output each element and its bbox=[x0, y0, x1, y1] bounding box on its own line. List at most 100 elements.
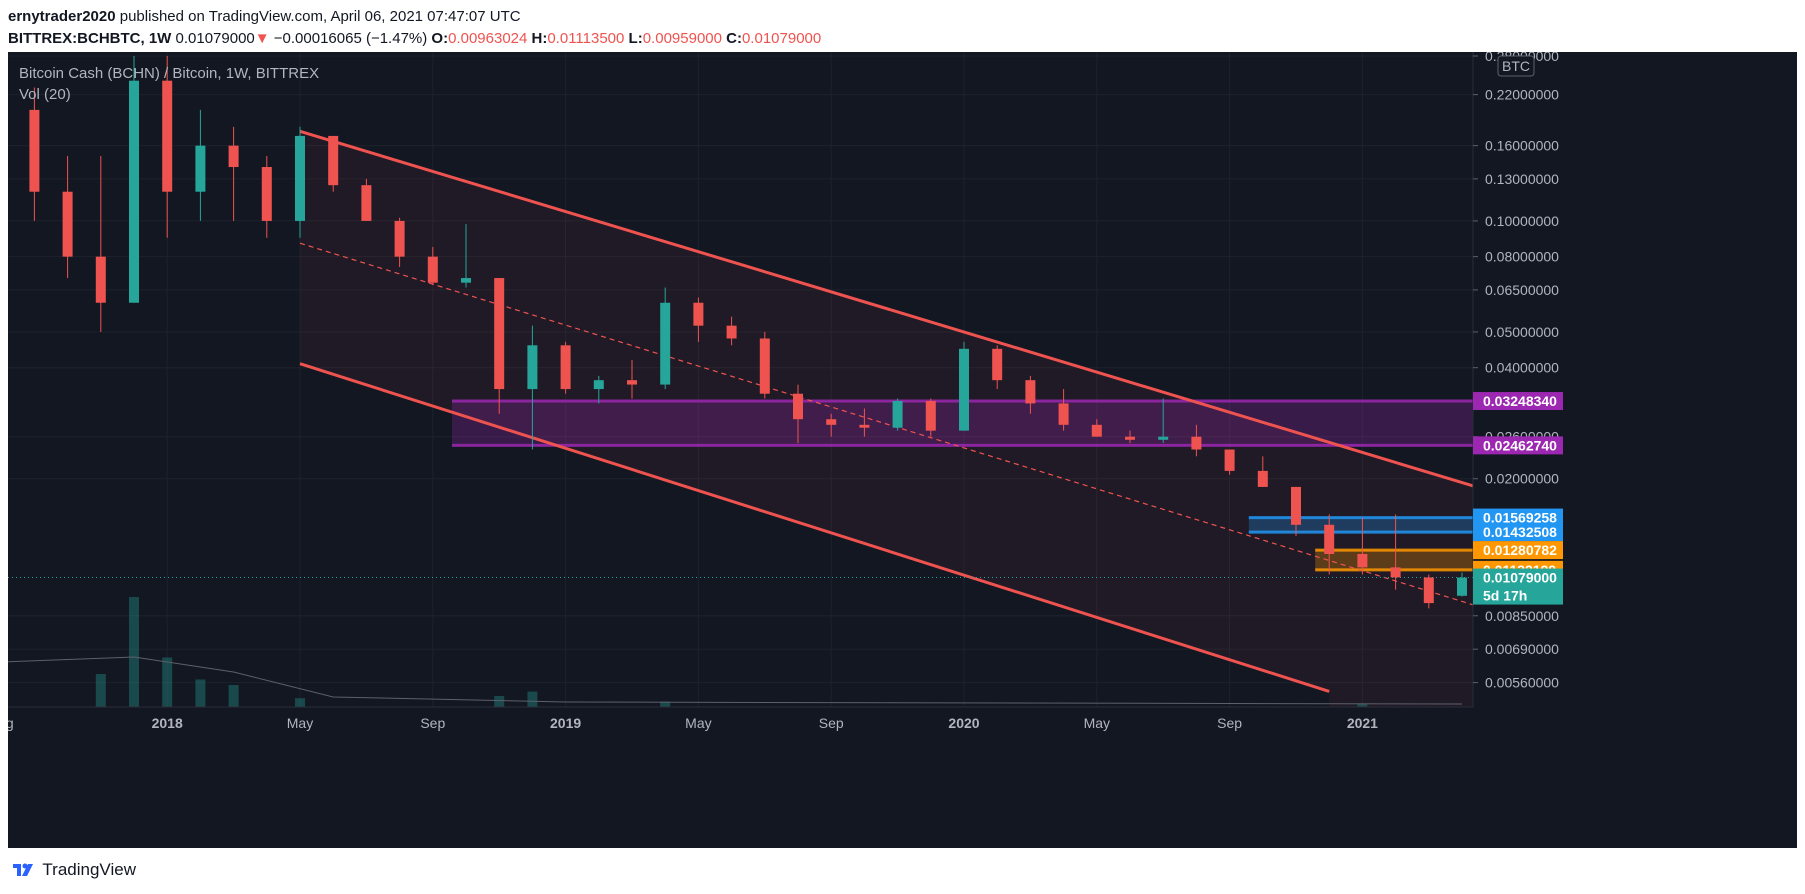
candle-body bbox=[759, 338, 770, 394]
tradingview-logo[interactable]: TradingView bbox=[12, 860, 136, 880]
low-value: 0.00959000 bbox=[642, 30, 722, 47]
legend-volume: Vol (20) bbox=[19, 86, 71, 103]
y-tick-label: 0.06500000 bbox=[1485, 282, 1559, 298]
x-tick-label: Sep bbox=[420, 715, 445, 731]
currency-badge-label: BTC bbox=[1502, 58, 1530, 74]
x-tick-label: 2018 bbox=[152, 715, 183, 731]
tradingview-logo-icon bbox=[13, 863, 33, 876]
high-label: H: bbox=[531, 30, 548, 47]
price-tag bbox=[1473, 523, 1563, 542]
x-tick-label: Sep bbox=[819, 715, 844, 731]
candle-body bbox=[959, 348, 969, 431]
channel-median-line bbox=[299, 242, 1595, 643]
candle-body bbox=[1125, 436, 1135, 440]
price-tag bbox=[1473, 508, 1563, 527]
down-arrow-icon: ▼ bbox=[254, 30, 270, 47]
candle-body bbox=[195, 145, 206, 192]
price-tag bbox=[1473, 568, 1563, 605]
open-label: O: bbox=[431, 30, 449, 47]
price-change: −0.00016065 (−1.47%) bbox=[273, 30, 428, 47]
candle-body bbox=[1257, 470, 1268, 487]
candle-body bbox=[494, 278, 505, 390]
y-tick-label: 0.00850000 bbox=[1485, 608, 1559, 624]
channel-layer bbox=[8, 129, 1596, 693]
y-tick-label: 0.16000000 bbox=[1485, 138, 1559, 154]
candle-body bbox=[1191, 436, 1202, 450]
x-tick-label: 2019 bbox=[550, 715, 581, 731]
candle-body bbox=[1058, 403, 1069, 425]
channel-shading bbox=[300, 131, 1595, 708]
x-tick-label: 2021 bbox=[1347, 715, 1378, 731]
volume-bar bbox=[228, 685, 239, 707]
y-tick-label: 0.08000000 bbox=[1485, 249, 1559, 265]
candle-body bbox=[461, 278, 471, 283]
candle-body bbox=[793, 393, 803, 420]
chart-area[interactable]: Aug2018MaySep2019MaySep2020MaySep2021May… bbox=[8, 52, 1797, 848]
candle-body bbox=[328, 135, 339, 186]
price-tag-label: 0.01432508 bbox=[1483, 524, 1557, 540]
y-tick-label: 0.04000000 bbox=[1485, 360, 1559, 376]
candle-body bbox=[1423, 577, 1434, 604]
price-tag bbox=[1473, 436, 1563, 455]
open-value: 0.00963024 bbox=[448, 30, 528, 47]
footer: TradingView bbox=[0, 848, 1805, 894]
published-text: published on TradingView.com, April 06, … bbox=[119, 8, 521, 25]
blue-zone-fill bbox=[1248, 517, 1473, 533]
volume-bar bbox=[494, 696, 505, 707]
volume-bar bbox=[660, 701, 671, 707]
candle-body bbox=[162, 80, 173, 192]
y-tick-label: 0.00690000 bbox=[1485, 641, 1559, 657]
x-tick-label: Sep bbox=[1217, 715, 1242, 731]
candle-body bbox=[560, 345, 571, 390]
x-tick-label: Aug bbox=[8, 715, 14, 731]
x-tick-label: May bbox=[1084, 715, 1110, 731]
volume-bar bbox=[95, 674, 106, 707]
candle-body bbox=[261, 167, 272, 221]
low-label: L: bbox=[628, 30, 643, 47]
volume-bar bbox=[162, 657, 173, 707]
volume-bar bbox=[527, 691, 538, 707]
channel-lower-line bbox=[299, 362, 1330, 693]
price-tag bbox=[1473, 541, 1563, 560]
tradingview-logo-text: TradingView bbox=[42, 860, 136, 879]
orange-zone-fill bbox=[1315, 550, 1473, 570]
countdown-label: 5d 17h bbox=[1483, 588, 1527, 604]
candle-body bbox=[29, 109, 40, 192]
close-value: 0.01079000 bbox=[741, 30, 822, 47]
candle-body bbox=[925, 400, 936, 431]
symbol-label: BITTREX:BCHBTC, 1W bbox=[8, 30, 172, 47]
candle-body bbox=[394, 220, 405, 257]
channel-upper-line bbox=[299, 129, 1596, 525]
currency-badge bbox=[1497, 55, 1535, 77]
candle-body bbox=[62, 191, 73, 257]
price-tag-label: 0.01079000 bbox=[1483, 570, 1557, 586]
candle-body bbox=[992, 348, 1003, 381]
x-tick-label: 2020 bbox=[948, 715, 979, 731]
volume-bar bbox=[129, 597, 139, 707]
candle-body bbox=[1390, 567, 1401, 578]
price-chart[interactable]: Aug2018MaySep2019MaySep2020MaySep2021May… bbox=[8, 52, 1797, 848]
candle-body bbox=[1324, 524, 1335, 554]
candle-body bbox=[693, 302, 704, 326]
y-tick-label: 0.02000000 bbox=[1485, 471, 1559, 487]
candle-body bbox=[427, 256, 438, 283]
candle-body bbox=[726, 325, 737, 339]
candle-body bbox=[1158, 436, 1169, 440]
candle-body bbox=[859, 424, 870, 428]
price-tag-label: 0.01280782 bbox=[1483, 542, 1557, 558]
author-name[interactable]: ernytrader2020 bbox=[8, 8, 116, 25]
candle-body bbox=[228, 145, 239, 168]
x-tick-label: May bbox=[685, 715, 711, 731]
candle-body bbox=[1357, 553, 1368, 568]
legend-title: Bitcoin Cash (BCHN) / Bitcoin, 1W, BITTR… bbox=[19, 65, 320, 82]
candle-body bbox=[1025, 380, 1036, 404]
price-tag bbox=[1473, 392, 1563, 411]
high-value: 0.01113500 bbox=[547, 30, 625, 47]
candle-body bbox=[1224, 449, 1235, 471]
candle-body bbox=[1091, 424, 1102, 437]
chart-legend: Bitcoin Cash (BCHN) / Bitcoin, 1W, BITTR… bbox=[19, 65, 319, 107]
x-tick-label: May bbox=[287, 715, 313, 731]
price-tag-label: 0.02462740 bbox=[1483, 437, 1557, 453]
candle-body bbox=[527, 345, 538, 390]
candle-body bbox=[295, 135, 305, 221]
